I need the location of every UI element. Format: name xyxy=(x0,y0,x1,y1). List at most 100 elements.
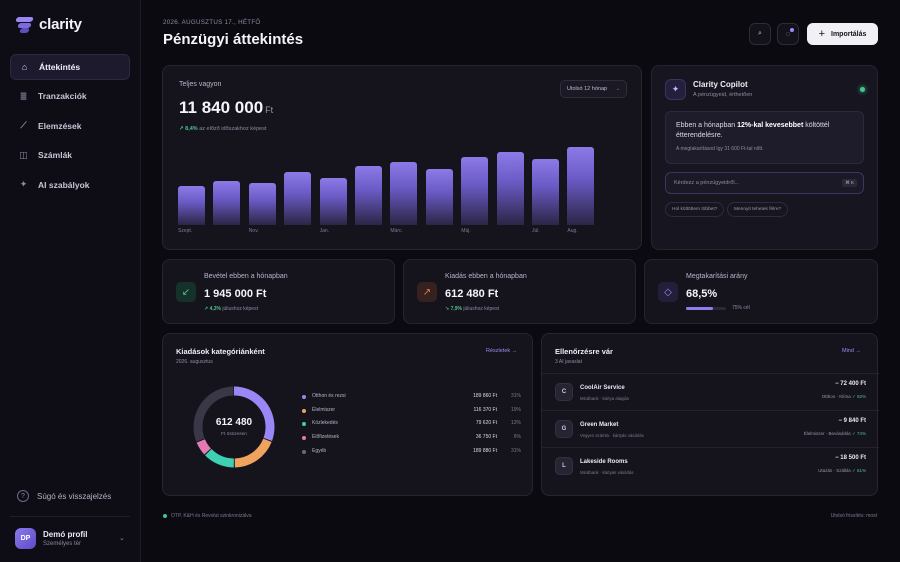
msg-text-post: költöttél étterendelésre. xyxy=(676,122,830,139)
sidebar-item-3[interactable]: ◫ Számlák xyxy=(10,142,130,168)
legend-value: 189 880 Ft xyxy=(473,447,497,454)
legend-row[interactable]: Közlekedés 79 620 Ft 13% xyxy=(302,420,521,430)
arrow-right-icon: → xyxy=(511,348,518,354)
confidence-pct: ✓ 61% xyxy=(851,468,866,473)
expense-trend: ↘ 7,9% júliushoz képest xyxy=(445,306,499,312)
chart-bar-1[interactable] xyxy=(213,181,241,225)
profile-name: Demó profil xyxy=(43,530,88,539)
suggestion-chip[interactable]: Hol költöttem többet? xyxy=(665,202,725,217)
x-tick-label: Jan. xyxy=(319,228,330,234)
legend-row[interactable]: Otthon és rezsi 189 860 Ft 31% xyxy=(302,393,521,403)
net-worth-card: Teljes vagyon 11 840 000 Ft ↗ 8,4% az elő… xyxy=(162,65,642,250)
legend-row[interactable]: Előfizetések 36 750 Ft 6% xyxy=(302,434,521,444)
suggestion-chip[interactable]: Mennyit tehetek félre? xyxy=(727,202,789,217)
all-link-label: Mind xyxy=(842,348,854,354)
donut-center: 612 480 Ft összesen xyxy=(191,384,277,470)
chart-bar-7[interactable] xyxy=(425,169,453,225)
search-icon: ⌕ xyxy=(758,30,762,37)
legend-name: Előfizetések xyxy=(312,434,339,441)
review-row[interactable]: G Green Market Vegyes számla · kártyás vás… xyxy=(542,410,879,447)
donut-total: 612 480 xyxy=(215,417,253,428)
review-row[interactable]: L Lakeside Rooms Mindbank · kártyás vásárl… xyxy=(542,447,879,484)
sparkle-icon: ✦ xyxy=(665,79,686,100)
legend-pct: 19% xyxy=(510,406,521,413)
confidence-pct: ✓ 74% xyxy=(851,431,866,436)
legend-name: Élelmiszer xyxy=(312,406,336,413)
msg-text-bold: 12%-kal kevesebbet xyxy=(737,122,804,129)
list-icon: ≣ xyxy=(19,90,28,101)
merchant-name: Lakeside Rooms xyxy=(580,459,628,465)
x-tick-label: Márc. xyxy=(390,228,403,234)
notifications-button[interactable]: ◌ xyxy=(777,23,799,45)
transaction-amount: − 18 500 Ft xyxy=(835,455,866,461)
page-title: Pénzügyi áttekintés xyxy=(163,31,304,48)
chart-bar-11[interactable] xyxy=(567,147,595,225)
help-icon: ? xyxy=(17,490,29,502)
net-worth-amount: 11 840 000 xyxy=(179,98,264,117)
range-select[interactable]: Utolsó 12 hónap ⌄ xyxy=(560,80,627,98)
savings-card: ◇ Megtakarítási arány 68,5% 75% cél xyxy=(644,259,878,324)
chart-bar-5[interactable] xyxy=(355,166,382,225)
import-button[interactable]: + Importálás xyxy=(807,23,878,45)
search-button[interactable]: ⌕ xyxy=(749,23,771,45)
copilot-message-note: A megtakarításod így 31 600 Ft-tal nőtt. xyxy=(676,146,764,152)
confidence-pct: ✓ 92% xyxy=(851,394,866,399)
savings-diamond-icon: ◇ xyxy=(658,282,678,302)
categories-details-link[interactable]: Részletek → xyxy=(486,348,517,354)
current-date: 2026. AUGUSZTUS 17., HÉTFŐ xyxy=(163,19,261,26)
logo-mark-icon xyxy=(15,16,34,33)
categories-subtitle: 2026. augusztus xyxy=(176,359,213,365)
expense-donut-chart xyxy=(193,386,275,468)
legend-pct: 6% xyxy=(513,434,521,441)
chart-line-icon: ⟋ xyxy=(20,120,27,131)
copilot-input[interactable]: Kérdezz a pénzügyeidről... ⌘ K xyxy=(665,172,864,194)
category-tag: Otthon · Klíma xyxy=(821,394,851,399)
chart-bar-6[interactable] xyxy=(390,162,418,225)
legend-dot xyxy=(302,408,306,413)
merchant-avatar: L xyxy=(555,457,573,475)
trend-up-icon: ↗ xyxy=(179,126,184,132)
legend-row[interactable]: Élelmiszer 116 370 Ft 19% xyxy=(302,407,521,417)
sidebar-item-0[interactable]: ⌂ Áttekintés xyxy=(10,54,130,80)
sidebar-nav: ⌂ Áttekintés ≣ Tranzakciók ⟋ Elemzések ◫ Számlá… xyxy=(10,54,130,201)
review-title: Ellenőrzésre vár xyxy=(555,347,613,356)
income-pct: 4,3% xyxy=(209,306,221,312)
copilot-message: Ebben a hónapban 12%-kal kevesebbet költ… xyxy=(665,111,864,164)
trend-text: az előző időszakhoz képest xyxy=(199,126,267,132)
profile-switcher[interactable]: DP Demó profil Személyes tér ⌄ xyxy=(15,528,125,549)
donut-slice-0[interactable] xyxy=(193,386,275,468)
savings-value: 68,5% xyxy=(686,288,718,300)
x-tick-label: Aug. xyxy=(567,228,578,234)
copilot-subtitle: A pénzügyeid, érthetően xyxy=(693,92,753,98)
legend-value: 36 750 Ft xyxy=(475,434,497,441)
chart-bar-10[interactable] xyxy=(532,159,559,225)
donut-total-label: Ft összesen xyxy=(221,432,247,437)
net-worth-unit: Ft xyxy=(265,105,274,115)
merchant-name: CoolAir Service xyxy=(580,385,625,391)
chart-bar-0[interactable] xyxy=(178,186,205,225)
plus-icon: + xyxy=(818,28,826,40)
legend-row[interactable]: Egyéb 189 880 Ft 31% xyxy=(302,448,521,458)
help-feedback-link[interactable]: ? Súgó és visszajelzés xyxy=(17,490,111,502)
legend-dot xyxy=(302,449,306,454)
home-icon: ⌂ xyxy=(21,62,28,72)
x-tick-label: Júl. xyxy=(532,228,540,234)
sync-status: OTP, K&H és Revolut szinkronizálva xyxy=(163,513,252,519)
review-all-link[interactable]: Mind → xyxy=(842,348,861,354)
merchant-avatar: G xyxy=(555,420,573,438)
chart-bar-3[interactable] xyxy=(284,172,312,225)
review-row[interactable]: C CoolAir Service Mindbank · kártya alapjá… xyxy=(542,373,879,410)
chart-bar-4[interactable] xyxy=(319,178,347,225)
chart-bar-2[interactable] xyxy=(248,183,276,225)
chart-bar-8[interactable] xyxy=(461,157,489,225)
app-logo[interactable]: clarity xyxy=(15,16,82,33)
legend-pct: 31% xyxy=(510,393,521,399)
sidebar-item-4[interactable]: ✦ AI szabályok xyxy=(10,172,130,198)
donut-slice-4[interactable] xyxy=(193,386,275,468)
sidebar-item-2[interactable]: ⟋ Elemzések xyxy=(10,113,130,139)
sidebar-item-1[interactable]: ≣ Tranzakciók xyxy=(10,83,130,109)
x-tick-label: Szept. xyxy=(178,228,193,234)
chart-bar-9[interactable] xyxy=(496,152,524,225)
legend-value: 79 620 Ft xyxy=(475,420,497,427)
review-subtitle: 3 AI javaslat xyxy=(555,359,582,365)
